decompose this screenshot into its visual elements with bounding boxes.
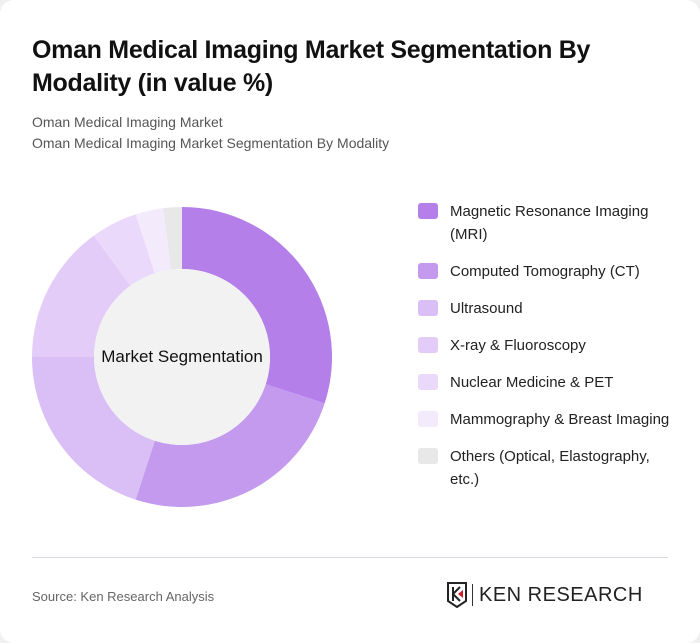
donut-slice: [93, 214, 155, 286]
legend-swatch: [418, 203, 438, 219]
legend-label: Computed Tomography (CT): [450, 263, 640, 280]
source-note: Source: Ken Research Analysis: [32, 589, 215, 604]
legend-item: Mammography & Breast Imaging: [418, 408, 678, 431]
legend-label: Ultrasound: [450, 300, 523, 317]
subtitle-market: Oman Medical Imaging Market: [32, 114, 223, 130]
subtitle-segmentation: Oman Medical Imaging Market Segmentation…: [32, 135, 390, 151]
legend-label: Nuclear Medicine & PET: [450, 374, 614, 391]
donut-slice: [163, 207, 182, 270]
chart-title: Oman Medical Imaging Market Segmentation…: [32, 36, 591, 97]
donut-slice: [32, 357, 155, 500]
logo-text: KEN RESEARCH: [479, 583, 643, 606]
donut-chart: [32, 207, 332, 507]
legend-item: Others (Optical, Elastography, etc.): [418, 445, 678, 491]
legend-label: X-ray & Fluoroscopy: [450, 337, 586, 354]
legend-item: Magnetic Resonance Imaging (MRI): [418, 200, 678, 246]
legend-item: X-ray & Fluoroscopy: [418, 334, 678, 357]
donut-hole: [94, 269, 270, 445]
legend-swatch: [418, 337, 438, 353]
legend-swatch: [418, 448, 438, 464]
legend-label: Magnetic Resonance Imaging (MRI): [450, 203, 649, 243]
legend-item: Computed Tomography (CT): [418, 260, 678, 283]
legend-swatch: [418, 263, 438, 279]
legend-label: Mammography & Breast Imaging: [450, 411, 670, 428]
logo-separator: [472, 584, 473, 606]
donut-slice: [32, 235, 131, 357]
chart-legend: Magnetic Resonance Imaging (MRI) Computed…: [418, 200, 678, 505]
legend-label: Others (Optical, Elastography, etc.): [450, 448, 650, 488]
legend-swatch: [418, 411, 438, 427]
donut-slice: [135, 208, 171, 274]
legend-item: Ultrasound: [418, 297, 678, 320]
legend-swatch: [418, 374, 438, 390]
legend-swatch: [418, 300, 438, 316]
ken-research-logo: KEN RESEARCH: [447, 582, 643, 608]
shield-k-icon: [447, 582, 467, 608]
legend-item: Nuclear Medicine & PET: [418, 371, 678, 394]
donut-slice: [135, 384, 325, 507]
footer-divider: [32, 557, 668, 558]
donut-slice: [182, 207, 332, 404]
